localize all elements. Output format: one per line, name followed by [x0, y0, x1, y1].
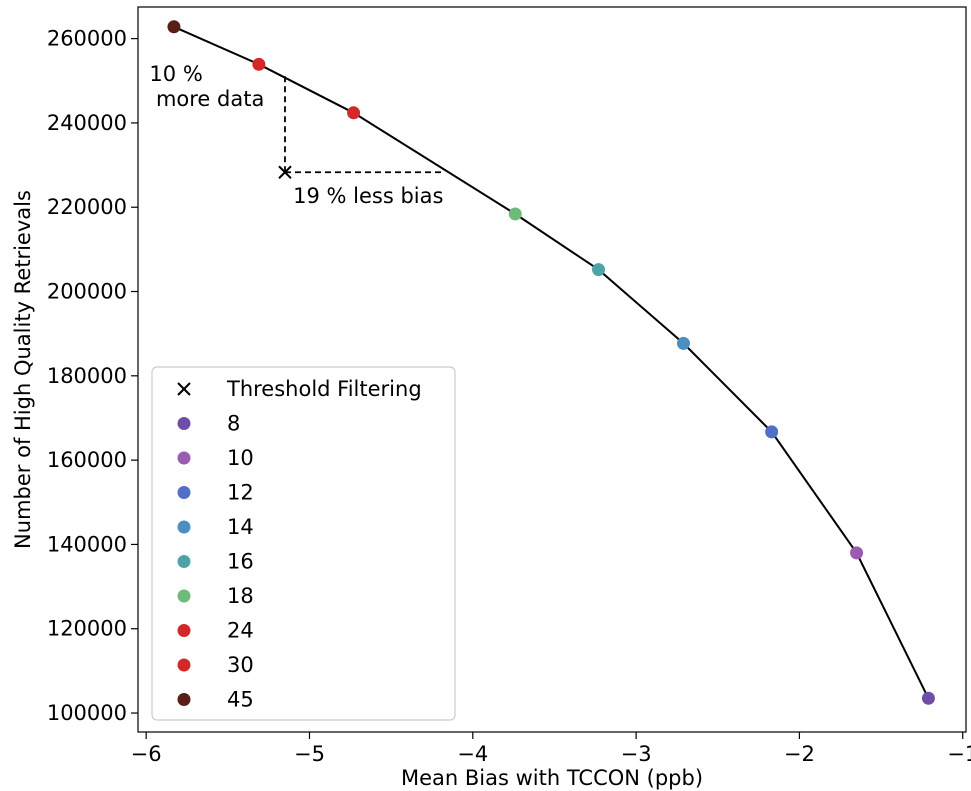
data-point-18 [508, 207, 522, 221]
legend-marker-18 [177, 589, 191, 603]
legend-label-4: 14 [227, 515, 254, 539]
legend-label-2: 10 [227, 446, 254, 470]
legend-marker-threshold [177, 382, 191, 396]
x-tick-label-0: −6 [131, 742, 162, 766]
data-point-16 [592, 263, 606, 277]
legend-label-9: 45 [227, 688, 254, 712]
y-tick-label-1: 120000 [47, 617, 127, 641]
data-point-30 [252, 57, 266, 71]
legend-label-6: 18 [227, 584, 254, 608]
legend: Threshold Filtering 8 10 12 14 16 18 24 30 45 [151, 366, 456, 721]
threshold-marker-stroke-b [278, 165, 292, 179]
legend-marker-12 [177, 486, 191, 499]
threshold-marker [278, 165, 292, 179]
plot-area: 10 %more data 19 % less bias [149, 20, 935, 705]
y-tick-label-8: 260000 [47, 27, 127, 51]
y-tick-label-4: 180000 [47, 364, 127, 388]
data-point-14 [676, 336, 690, 350]
y-tick-label-2: 140000 [47, 532, 127, 556]
annotation-2: 19 % less bias [293, 184, 443, 208]
legend-marker-10 [177, 451, 191, 465]
y-tick-label-5: 200000 [47, 280, 127, 304]
y-tick-label-3: 160000 [47, 448, 127, 472]
y-tick-label-6: 220000 [47, 195, 127, 219]
data-point-45 [167, 20, 181, 34]
legend-marker-threshold-b [177, 382, 191, 396]
y-tick-label-7: 240000 [47, 111, 127, 135]
legend-label-8: 30 [227, 653, 254, 677]
plot-frame [137, 6, 967, 733]
data-point-24 [347, 106, 361, 120]
data-point-12 [765, 425, 779, 439]
legend-marker-24 [177, 624, 191, 637]
x-tick-label-1: −5 [294, 742, 325, 766]
x-tick-label-2: −4 [457, 742, 488, 766]
legend-marker-16 [177, 555, 191, 568]
y-axis-label: Number of High Quality Retrievals [11, 190, 35, 549]
x-tick-label-4: −2 [784, 742, 815, 766]
data-point-8 [921, 691, 935, 705]
x-axis-label: Mean Bias with TCCON (ppb) [401, 766, 703, 790]
legend-marker-14 [177, 520, 191, 534]
data-point-10 [850, 546, 864, 560]
annotation-0: 10 % [149, 62, 202, 86]
y-tick-label-0: 100000 [47, 701, 127, 725]
legend-label-7: 24 [227, 619, 254, 643]
legend-label-0: Threshold Filtering [226, 377, 422, 401]
legend-marker-30 [177, 658, 191, 672]
legend-label-3: 12 [227, 481, 254, 505]
legend-marker-8 [177, 417, 191, 430]
legend-label-5: 16 [227, 550, 254, 574]
x-tick-label-3: −3 [621, 742, 652, 766]
legend-label-1: 8 [227, 412, 240, 436]
axes: −6 −5 −4 −3 −2 −1 100000 120000 140000 160000 1800… [11, 6, 971, 790]
legend-box [151, 366, 456, 721]
legend-marker-45 [177, 693, 191, 706]
x-tick-label-5: −1 [947, 742, 971, 766]
annotation-1: more data [156, 87, 264, 111]
